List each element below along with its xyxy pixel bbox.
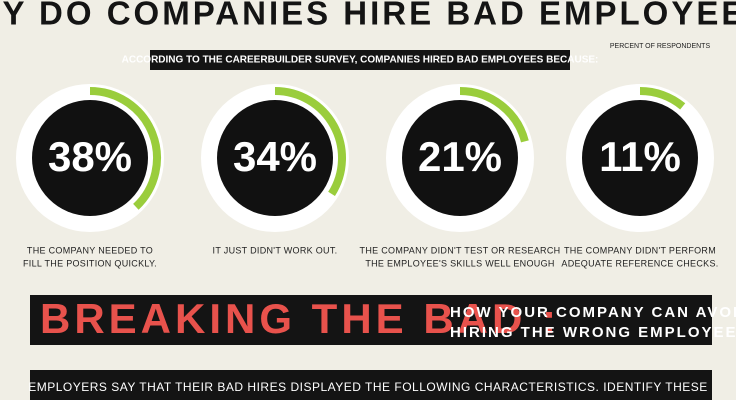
intro-text: EMPLOYERS SAY THAT THEIR BAD HIRES DISPL… [28, 380, 708, 394]
banner-bg [150, 50, 570, 70]
stats: 38% THE COMPANY NEEDED TO FILL THE POSITIO… [16, 84, 718, 268]
caption: THE EMPLOYEE'S SKILLS WELL ENOUGH [365, 258, 554, 268]
caption: THE COMPANY DIDN'T PERFORM [564, 245, 716, 255]
disc [217, 100, 333, 216]
progress-arc [274, 87, 346, 197]
progress-arc [459, 87, 529, 143]
intro-bg [30, 370, 712, 400]
progress-arc [639, 87, 686, 110]
section-subheading: HOW YOUR COMPANY CAN AVOID [450, 304, 736, 321]
caption: FILL THE POSITION QUICKLY. [23, 258, 157, 268]
section-subheading: HIRING THE WRONG EMPLOYEES [450, 324, 736, 341]
percent-label: 21% [418, 133, 502, 180]
disc [582, 100, 698, 216]
caption: ADEQUATE REFERENCE CHECKS. [561, 258, 718, 268]
caption: THE COMPANY DIDN'T TEST OR RESEARCH [360, 245, 561, 255]
percent-label: 11% [599, 133, 681, 180]
banner-text: ACCORDING TO THE CAREERBUILDER SURVEY, C… [122, 55, 599, 66]
caption: THE COMPANY NEEDED TO [27, 245, 153, 255]
section-bg [30, 295, 712, 345]
note: PERCENT OF RESPONDENTS [610, 43, 711, 50]
caption: IT JUST DIDN'T WORK OUT. [213, 245, 338, 255]
disc [402, 100, 518, 216]
percent-label: 34% [233, 133, 317, 180]
progress-arc [89, 87, 161, 210]
title: WHY DO COMPANIES HIRE BAD EMPLOYEES? [0, 0, 736, 32]
section-heading: BREAKING THE BAD : [40, 295, 560, 342]
percent-label: 38% [48, 133, 132, 180]
disc [32, 100, 148, 216]
